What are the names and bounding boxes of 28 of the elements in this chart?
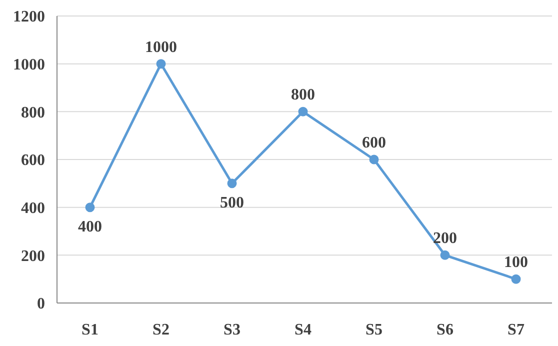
point bbox=[511, 274, 521, 284]
data-label: 500 bbox=[220, 194, 244, 212]
y-tick-label: 1200 bbox=[13, 8, 45, 26]
point bbox=[156, 59, 166, 69]
point bbox=[227, 178, 237, 188]
data-label: 200 bbox=[433, 230, 457, 248]
x-tick-label: S1 bbox=[82, 321, 98, 338]
y-tick-label: 200 bbox=[21, 248, 45, 265]
y-tick-label: 800 bbox=[21, 104, 45, 122]
data-label: 400 bbox=[78, 218, 102, 236]
point bbox=[298, 106, 308, 116]
data-label: 1000 bbox=[145, 38, 177, 56]
y-tick-label: 0 bbox=[37, 296, 45, 313]
x-tick-label: S7 bbox=[508, 321, 524, 338]
x-tick-label: S3 bbox=[224, 321, 240, 338]
x-tick-label: S6 bbox=[436, 321, 454, 338]
data-label: 800 bbox=[291, 86, 315, 104]
x-tick-label: S5 bbox=[366, 321, 382, 338]
point bbox=[440, 250, 450, 260]
data-label: 100 bbox=[504, 254, 528, 272]
data-label: 600 bbox=[362, 134, 386, 152]
y-tick-label: 1000 bbox=[13, 56, 45, 74]
x-tick-label: S2 bbox=[152, 321, 170, 338]
y-tick-label: 400 bbox=[21, 200, 45, 218]
y-tick-label: 600 bbox=[21, 152, 45, 170]
x-tick-label: S4 bbox=[294, 321, 312, 338]
point bbox=[369, 154, 379, 164]
point bbox=[85, 202, 95, 212]
